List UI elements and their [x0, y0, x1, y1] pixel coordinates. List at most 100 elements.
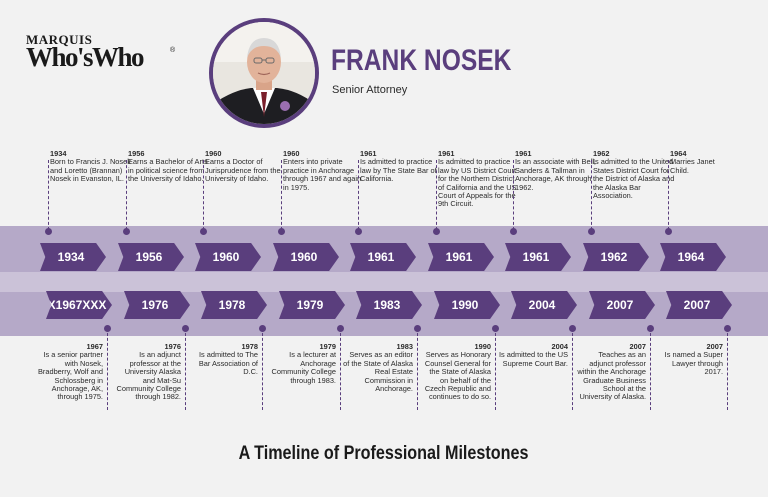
milestone-connector-bottom	[107, 328, 108, 410]
milestone-connector-bottom	[727, 328, 728, 410]
milestone-connector-bottom	[572, 328, 573, 410]
milestone-dot-top	[278, 228, 285, 235]
timeline-arrow-bottom: 1976	[124, 291, 190, 319]
milestone-year: 1979	[319, 342, 336, 351]
logo-registered-mark: ®	[170, 47, 176, 54]
milestone-top: 1962 Is admitted to the United States Dis…	[593, 149, 675, 200]
milestone-dot-bottom	[492, 325, 499, 332]
milestone-dot-bottom	[104, 325, 111, 332]
milestone-year: 1990	[474, 342, 491, 351]
timeline-arrow-bottom: 1983	[356, 291, 422, 319]
timeline-arrow-top: 1960	[195, 243, 261, 271]
timeline-arrow-bottom: 1979	[279, 291, 345, 319]
milestone-connector-bottom	[650, 328, 651, 410]
timeline-arrow-bottom: 2007	[589, 291, 655, 319]
milestone-dot-bottom	[259, 325, 266, 332]
milestone-connector-top	[203, 160, 204, 230]
milestone-dot-bottom	[414, 325, 421, 332]
milestone-connector-bottom	[340, 328, 341, 410]
milestone-year: 1983	[396, 342, 413, 351]
milestone-text: Is a lecturer at Anchorage Community Col…	[271, 350, 337, 385]
milestone-year: 1934	[50, 149, 67, 158]
logo-line1: MARQUIS	[26, 32, 93, 47]
milestone-connector-top	[358, 160, 359, 230]
milestone-text: Earns a Bachelor of Arts in political sc…	[128, 157, 208, 184]
milestone-dot-bottom	[647, 325, 654, 332]
milestone-bottom: 2007 Teaches as an adjunct professor with…	[576, 342, 646, 402]
timeline-arrow-bottom: 2007	[666, 291, 732, 319]
milestone-connector-top	[436, 160, 437, 230]
milestone-text: Is an adjunct professor at the Universit…	[116, 350, 182, 402]
milestone-text: Is admitted to The Bar Association of D.…	[198, 350, 258, 377]
milestone-text: Enters into private practice in Anchorag…	[283, 157, 362, 192]
milestone-year: 1976	[164, 342, 181, 351]
milestone-bottom: 1983 Serves as an editor of the State of …	[343, 342, 413, 394]
milestone-bottom: 2007 Is named a Super Lawyer through 2017…	[653, 342, 723, 377]
milestone-year: 1960	[283, 149, 300, 158]
milestone-dot-top	[123, 228, 130, 235]
timeline-arrow-bottom: 1990	[434, 291, 500, 319]
milestone-text: Is a senior partner with Nosek, Bradberr…	[37, 350, 103, 402]
milestone-dot-top	[200, 228, 207, 235]
milestone-top: 1934 Born to Francis J. Nosek and Loretto…	[50, 149, 132, 184]
milestone-text: Is admitted to practice law by The State…	[360, 157, 437, 184]
milestone-text: Is admitted to practice law by US Distri…	[438, 157, 517, 209]
milestone-year: 1956	[128, 149, 145, 158]
timeline-arrow-bottom: X1967XXX	[46, 291, 112, 319]
timeline-arrow-top: 1964	[660, 243, 726, 271]
milestone-dot-bottom	[569, 325, 576, 332]
milestone-dot-top	[355, 228, 362, 235]
portrait-illustration	[213, 22, 315, 124]
milestone-year: 1960	[205, 149, 222, 158]
milestone-year: 1961	[438, 149, 455, 158]
milestone-text: Earns a Doctor of Jurisprudence from the…	[205, 157, 281, 184]
milestone-text: Born to Francis J. Nosek and Loretto (Br…	[50, 157, 131, 184]
milestone-year: 1961	[515, 149, 532, 158]
milestone-bottom: 1979 Is a lecturer at Anchorage Community…	[266, 342, 337, 385]
milestone-bottom: 1978 Is admitted to The Bar Association o…	[188, 342, 258, 377]
marquis-whos-who-logo: MARQUIS Who'sWho ®	[26, 32, 176, 76]
milestone-bottom: 1976 Is an adjunct professor at the Unive…	[111, 342, 182, 402]
milestone-text: Is named a Super Lawyer through 2017.	[664, 350, 723, 377]
milestone-bottom: 2004 Is admitted to the US Supreme Court …	[498, 342, 568, 368]
milestone-year: 1962	[593, 149, 610, 158]
milestone-top: 1956 Earns a Bachelor of Arts in politica…	[128, 149, 210, 184]
timeline-arrow-top: 1961	[350, 243, 416, 271]
milestone-year: 2007	[706, 342, 723, 351]
timeline-arrow-bottom: 2004	[511, 291, 577, 319]
milestone-top: 1961 Is admitted to practice law by The S…	[360, 149, 442, 184]
footer-title-text: A Timeline of Professional Milestones	[239, 443, 529, 464]
milestone-text: Teaches as an adjunct professor within t…	[577, 350, 646, 402]
milestone-top: 1960 Enters into private practice in Anch…	[283, 149, 365, 192]
milestone-bottom: 1967 Is a senior partner with Nosek, Brad…	[33, 342, 103, 402]
milestone-dot-bottom	[724, 325, 731, 332]
milestone-text: Serves as Honorary Counsel General for t…	[424, 350, 491, 402]
milestone-year: 1978	[241, 342, 258, 351]
milestone-bottom: 1990 Serves as Honorary Counsel General f…	[421, 342, 491, 402]
timeline-arrow-top: 1956	[118, 243, 184, 271]
milestone-connector-top	[591, 160, 592, 230]
milestone-year: 2007	[629, 342, 646, 351]
timeline-arrow-top: 1962	[583, 243, 649, 271]
milestone-text: Marries Janet Child.	[670, 157, 715, 175]
milestone-dot-bottom	[182, 325, 189, 332]
profile-photo	[209, 18, 319, 128]
milestone-text: Serves as an editor of the State of Alas…	[343, 350, 413, 394]
milestone-connector-bottom	[417, 328, 418, 410]
milestone-top: 1961 Is an associate with Bell, Sanders &…	[515, 149, 597, 192]
timeline-arrow-top: 1961	[505, 243, 571, 271]
milestone-text: Is admitted to the US Supreme Court Bar.	[498, 350, 568, 368]
milestone-dot-top	[433, 228, 440, 235]
milestone-year: 1961	[360, 149, 377, 158]
milestone-connector-top	[668, 160, 669, 230]
profile-role: Senior Attorney	[332, 84, 408, 96]
milestone-top: 1961 Is admitted to practice law by US Di…	[438, 149, 520, 209]
timeline-arrow-top: 1961	[428, 243, 494, 271]
milestone-connector-bottom	[262, 328, 263, 410]
timeline-band-center	[0, 272, 768, 292]
milestone-top: 1964 Marries Janet Child.	[670, 149, 730, 175]
milestone-dot-top	[510, 228, 517, 235]
milestone-top: 1960 Earns a Doctor of Jurisprudence from…	[205, 149, 287, 184]
timeline-arrow-bottom: 1978	[201, 291, 267, 319]
milestone-connector-top	[281, 160, 282, 230]
